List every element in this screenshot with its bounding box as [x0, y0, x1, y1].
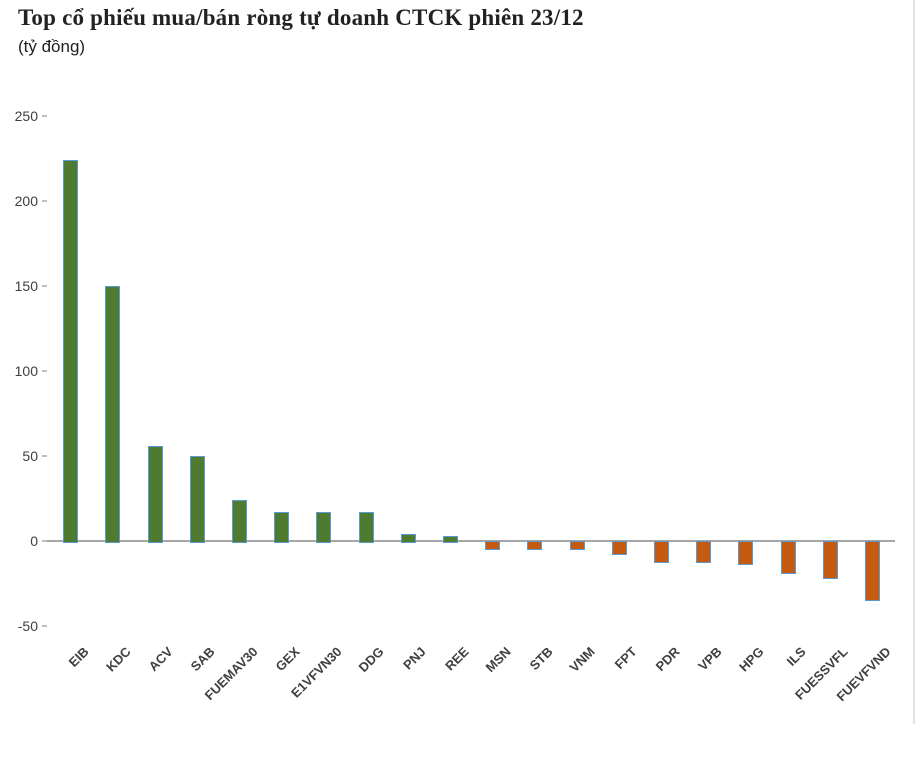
bar-PDR	[654, 541, 669, 564]
chart-unit-label: (tỷ đồng)	[18, 37, 86, 56]
y-axis-tick-mark	[42, 540, 47, 542]
bar-GEX	[274, 512, 290, 543]
window-right-border	[913, 0, 915, 724]
y-axis-tick-mark	[42, 200, 47, 202]
chart-title: Top cổ phiếu mua/bán ròng tự doanh CTCK …	[18, 5, 584, 30]
y-axis-tick-mark	[42, 455, 47, 457]
bar-FUEMAV30	[232, 500, 247, 543]
bar-E1VFVN30	[316, 512, 332, 543]
bar-ILS	[780, 541, 796, 574]
y-axis-tick-mark	[42, 285, 47, 287]
y-axis-tick-label: 0	[30, 533, 38, 549]
y-axis-tick-label: 250	[14, 108, 38, 124]
bar-STB	[527, 541, 543, 550]
bar-VPB	[696, 541, 712, 564]
bar-FUESSVFL	[822, 541, 838, 579]
y-axis-tick-mark	[42, 370, 47, 372]
y-axis-tick-label: 150	[14, 278, 38, 294]
bar-SAB	[189, 456, 205, 543]
bar-ACV	[147, 445, 163, 543]
bar-REE	[443, 535, 458, 543]
y-axis-tick-label: -50	[17, 618, 38, 634]
bar-EIB	[63, 160, 79, 543]
bar-KDC	[105, 286, 121, 543]
y-axis-tick-mark	[42, 115, 47, 117]
bar-PNJ	[400, 534, 416, 543]
bar-FPT	[611, 541, 627, 555]
y-axis-tick-mark	[42, 625, 47, 627]
y-axis-tick-label: 200	[14, 193, 38, 209]
bar-HPG	[738, 541, 754, 566]
y-axis-tick-label: 100	[14, 363, 38, 379]
x-axis-line	[47, 540, 895, 542]
bar-FUEVFVND	[865, 541, 880, 601]
bar-VNM	[569, 541, 585, 550]
bar-DDG	[358, 512, 374, 543]
y-axis-tick-label: 50	[22, 448, 38, 464]
bar-chart-plot-area: 250 200 150 100 50 0 -50 EIB KDC ACV SAB FUEMAV30 GE…	[14, 108, 895, 704]
bar-MSN	[485, 541, 501, 550]
